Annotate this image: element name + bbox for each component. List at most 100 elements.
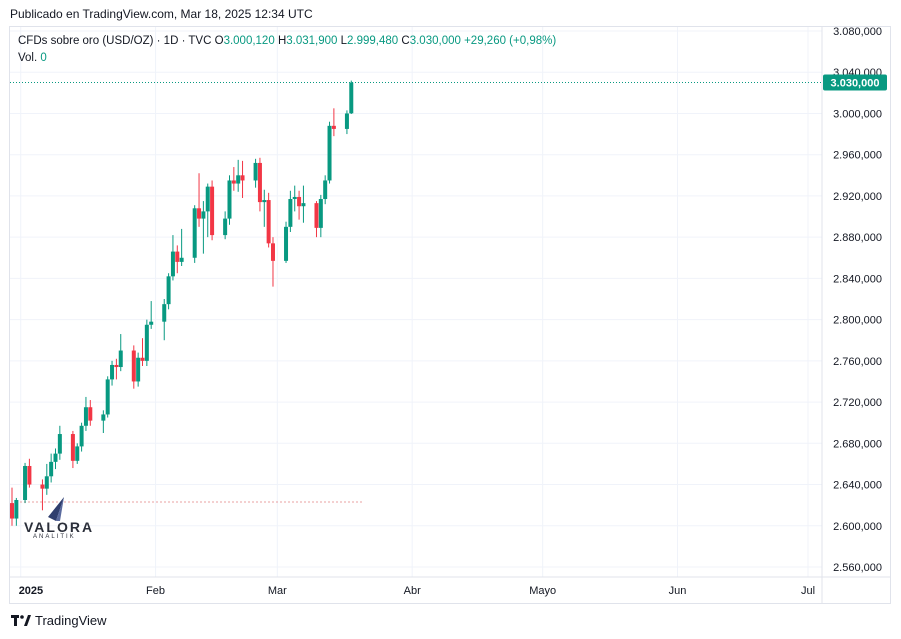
candle-up — [105, 379, 110, 415]
candle-up — [205, 186, 210, 212]
candle-down — [114, 364, 119, 368]
x-tick-label: Abr — [404, 585, 421, 597]
candle-up — [23, 465, 28, 500]
candle-up — [201, 211, 206, 219]
x-tick-label: Feb — [146, 585, 165, 597]
candle-up — [227, 180, 232, 219]
x-tick-label: Jun — [669, 585, 687, 597]
candle-down — [70, 434, 75, 461]
low-label: L — [340, 35, 348, 47]
candle-up — [162, 304, 167, 322]
tradingview-logo-icon — [11, 614, 31, 626]
high-value: 3.031,900 — [286, 35, 338, 47]
candle-up — [79, 425, 84, 447]
candle-up — [223, 218, 228, 236]
tradingview-label: TradingView — [35, 613, 107, 628]
watermark-name: VALORA — [24, 519, 95, 535]
low-value: 2.999,480 — [347, 35, 399, 47]
candle-down — [331, 125, 336, 129]
candle-down — [40, 484, 45, 489]
chart-legend: CFDs sobre oro (USD/OZ) · 1D · TVC O3.00… — [18, 35, 556, 47]
x-tick-label: Jul — [801, 585, 815, 597]
candle-up — [144, 324, 149, 361]
open-value: 3.000,120 — [223, 35, 275, 47]
y-tick-label: 2.880,000 — [833, 232, 882, 244]
candle-down — [131, 350, 136, 382]
y-tick-label: 2.600,000 — [833, 521, 882, 533]
candle-up — [344, 113, 349, 129]
candle-down — [257, 162, 262, 203]
open-label: O — [214, 35, 224, 47]
x-tick-label: 2025 — [19, 585, 43, 597]
y-tick-label: 2.920,000 — [833, 191, 882, 203]
candle-up — [318, 199, 323, 228]
y-tick-label: 3.000,000 — [833, 108, 882, 120]
chart-frame — [9, 26, 891, 604]
close-label: C — [401, 35, 410, 47]
y-tick-label: 2.800,000 — [833, 315, 882, 327]
candle-up — [192, 208, 197, 258]
candle-up — [292, 196, 297, 200]
candle-down — [231, 180, 236, 184]
candle-down — [210, 186, 215, 236]
change-value: +29,260 (+0,98%) — [464, 35, 557, 47]
candle-down — [10, 503, 14, 519]
last-price-label: 3.030,000 — [831, 78, 880, 90]
published-caption: Publicado en TradingView.com, Mar 18, 20… — [10, 7, 313, 21]
candle-up — [83, 407, 88, 426]
candle-down — [88, 407, 93, 421]
candle-up — [110, 364, 115, 380]
candle-up — [166, 276, 171, 305]
candle-down — [297, 196, 302, 207]
last-price-tag — [823, 74, 887, 91]
symbol-name[interactable]: CFDs sobre oro (USD/OZ) · 1D · TVC — [18, 35, 212, 47]
candle-up — [44, 476, 49, 489]
x-tick-label: Mar — [268, 585, 287, 597]
candle-up — [170, 251, 175, 277]
candle-up — [284, 226, 289, 261]
candle-up — [323, 180, 328, 200]
high-label: H — [277, 35, 287, 47]
y-tick-label: 3.080,000 — [833, 26, 882, 38]
candle-up — [179, 257, 184, 262]
candle-up — [14, 500, 19, 519]
x-tick-label: Mayo — [529, 585, 556, 597]
y-tick-label: 2.840,000 — [833, 273, 882, 285]
valora-logo-icon — [48, 497, 64, 521]
candle-down — [27, 465, 32, 485]
watermark-sub: ANALITIK — [33, 534, 76, 540]
candle-up — [301, 203, 306, 207]
candle-up — [327, 125, 332, 181]
volume-value: 0 — [40, 52, 47, 64]
y-tick-label: 2.640,000 — [833, 480, 882, 492]
candle-up — [136, 357, 141, 382]
candle-up — [288, 199, 293, 227]
y-tick-label: 2.760,000 — [833, 356, 882, 368]
candle-up — [349, 82, 354, 114]
candle-up — [75, 446, 80, 461]
y-tick-label: 2.680,000 — [833, 438, 882, 450]
candle-up — [118, 350, 123, 368]
y-tick-label: 2.560,000 — [833, 562, 882, 574]
candle-down — [266, 200, 271, 244]
tradingview-brand[interactable]: TradingView — [11, 613, 107, 628]
candle-up — [49, 461, 54, 477]
close-value: 3.030,000 — [409, 35, 461, 47]
candle-down — [270, 243, 275, 261]
volume-label: Vol. — [18, 52, 38, 64]
candle-down — [197, 208, 202, 219]
y-tick-label: 2.960,000 — [833, 150, 882, 162]
y-tick-label: 2.720,000 — [833, 397, 882, 409]
candle-down — [240, 175, 245, 181]
candle-down — [140, 357, 145, 361]
candle-down — [175, 251, 180, 262]
candle-up — [57, 434, 62, 454]
candle-up — [253, 162, 258, 181]
candle-up — [53, 453, 58, 462]
candle-down — [314, 203, 319, 228]
candle-up — [101, 414, 106, 421]
candle-up — [149, 321, 154, 325]
volume-legend: Vol. 0 — [18, 52, 47, 64]
candle-up — [262, 200, 267, 203]
